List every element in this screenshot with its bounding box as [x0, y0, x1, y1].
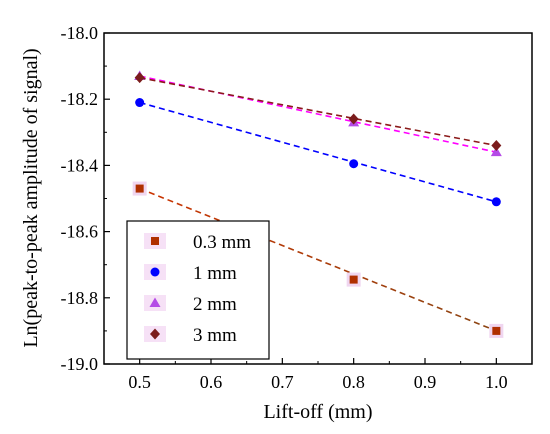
- x-tick-label: 0.6: [200, 372, 223, 392]
- legend-marker: [150, 267, 160, 277]
- y-tick-label: -18.4: [61, 155, 99, 175]
- data-point-3-mm: [134, 72, 145, 84]
- x-tick-label: 0.5: [128, 372, 151, 392]
- x-tick-label: 0.9: [414, 372, 437, 392]
- fit-line-1-mm: [139, 101, 497, 203]
- data-point-1-mm: [135, 98, 145, 108]
- fit-line-3-mm: [139, 76, 497, 147]
- x-tick-label: 0.7: [271, 372, 294, 392]
- y-tick-label: -18.0: [61, 23, 99, 43]
- x-tick-label: 1.0: [485, 372, 508, 392]
- legend-label: 3 mm: [193, 325, 237, 346]
- data-marks: [132, 70, 504, 338]
- legend: 0.3 mm 1 mm 2 mm 3 mm: [126, 220, 270, 360]
- legend-label: 1 mm: [193, 263, 237, 284]
- y-tick-label: -18.6: [61, 222, 99, 242]
- fit-line-0_3-mm: [139, 187, 497, 332]
- x-axis-title: Lift-off (mm): [263, 401, 372, 423]
- x-tick-label: 0.8: [342, 372, 365, 392]
- data-point-0_3-mm: [492, 326, 501, 335]
- data-point-3-mm: [348, 113, 359, 125]
- data-point-2-mm: [490, 146, 502, 157]
- y-tick-label: -19.0: [61, 354, 99, 374]
- y-tick-label: -18.8: [61, 288, 99, 308]
- legend-label: 2 mm: [193, 294, 237, 315]
- data-point-1-mm: [491, 197, 501, 207]
- y-axis-title: Ln(peak-to-peak amplitude of signal): [20, 48, 42, 347]
- legend-marker: [150, 328, 160, 340]
- data-point-0_3-mm: [349, 275, 358, 284]
- legend-marker: [151, 237, 159, 245]
- axis-ticks: 0.5 0.6 0.7 0.8 0.9 1.0 -18.0 -18.2 -18.4 -18.6 -1…: [61, 23, 533, 392]
- data-point-0_3-mm: [135, 184, 144, 193]
- legend-label: 0.3 mm: [193, 232, 251, 253]
- y-tick-label: -18.2: [61, 89, 99, 109]
- legend-marker: [149, 297, 161, 307]
- data-point-3-mm: [491, 140, 502, 152]
- data-point-1-mm: [349, 159, 359, 169]
